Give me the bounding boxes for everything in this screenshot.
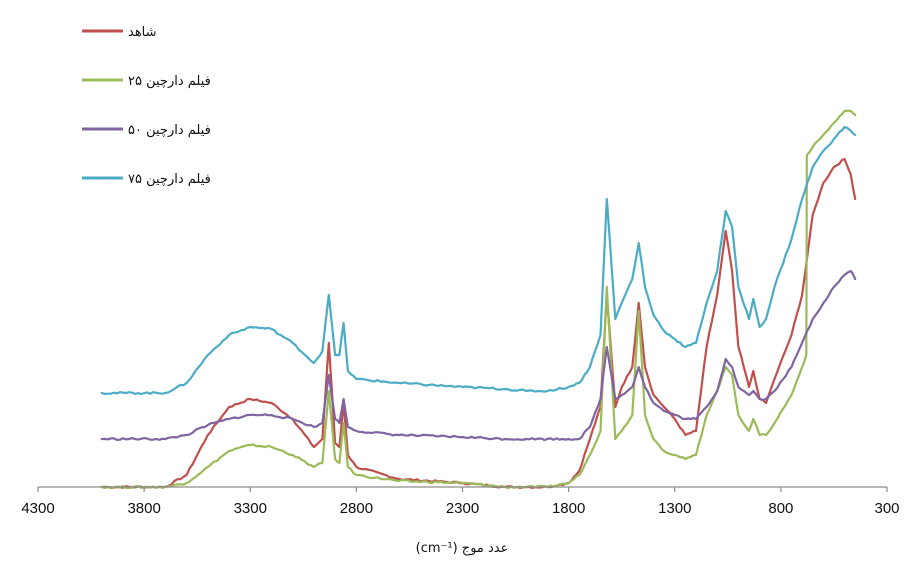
x-tick-label: 3300	[234, 500, 267, 517]
x-tick-label: 2300	[446, 500, 479, 517]
x-tick-label: 800	[768, 500, 793, 517]
legend-label: شاهد	[128, 25, 157, 40]
x-tick-label: 4300	[21, 500, 54, 517]
legend-label: فیلم دارچین ۷۵	[128, 172, 211, 187]
legend-label: فیلم دارچین ۵۰	[128, 123, 211, 138]
x-tick-label: 2800	[340, 500, 373, 517]
x-tick-label: 1300	[658, 500, 691, 517]
legend: شاهد فیلم دارچین ۲۵ فیلم دارچین ۵۰ فیلم دار…	[82, 25, 211, 187]
x-tick-label: 300	[874, 500, 899, 517]
series-line-1	[100, 157, 857, 489]
x-axis-ticks: 4300 3800 3300 2800 2300 1800 1300 800 300	[21, 487, 900, 517]
series-line-3	[100, 269, 857, 442]
series-line-4	[100, 125, 857, 395]
series-line-2	[100, 109, 857, 490]
x-tick-label: 3800	[127, 500, 160, 517]
x-tick-label: 1800	[552, 500, 585, 517]
legend-label: فیلم دارچین ۲۵	[128, 74, 211, 89]
x-axis-label: عدد موج (cm⁻¹)	[416, 541, 509, 556]
series-layer	[100, 109, 857, 490]
